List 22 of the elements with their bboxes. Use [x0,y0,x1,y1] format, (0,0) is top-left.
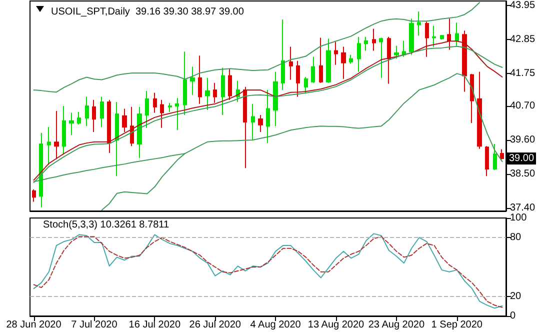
y-tick-label: 39.60 [510,134,536,146]
x-tick-label: 7 Jul 2020 [71,320,118,330]
x-tick-label: 26 Jul 2020 [189,320,242,330]
y-tick-label: 42.85 [510,34,536,46]
x-tick-label: 28 Jun 2020 [6,320,62,330]
y-tick-label: 20 [510,290,522,302]
chart-title: Stoch(5,3,3) 10.3261 8.7811 [43,220,170,230]
annotation: 39.00 [509,153,534,164]
y-tick-label: 38.50 [510,168,536,180]
x-tick-label: 16 Jul 2020 [128,320,181,330]
x-tick-label: 4 Aug 2020 [250,320,302,330]
x-tick-label: 23 Aug 2020 [368,320,425,330]
x-tick-label: 1 Sep 2020 [431,320,483,330]
y-tick-label: 37.40 [510,202,536,214]
y-tick-label: 43.95 [510,0,536,12]
y-tick-label: 100 [510,212,528,224]
text: USOIL_SPT,Daily 39.16 39.30 38.97 39.00 [51,6,244,18]
y-tick-label: 40.70 [510,100,536,112]
y-tick-label: 80 [510,232,522,244]
y-tick-label: 41.75 [510,68,536,80]
y-tick-label: 0 [510,310,516,322]
x-tick-label: 13 Aug 2020 [308,320,365,330]
